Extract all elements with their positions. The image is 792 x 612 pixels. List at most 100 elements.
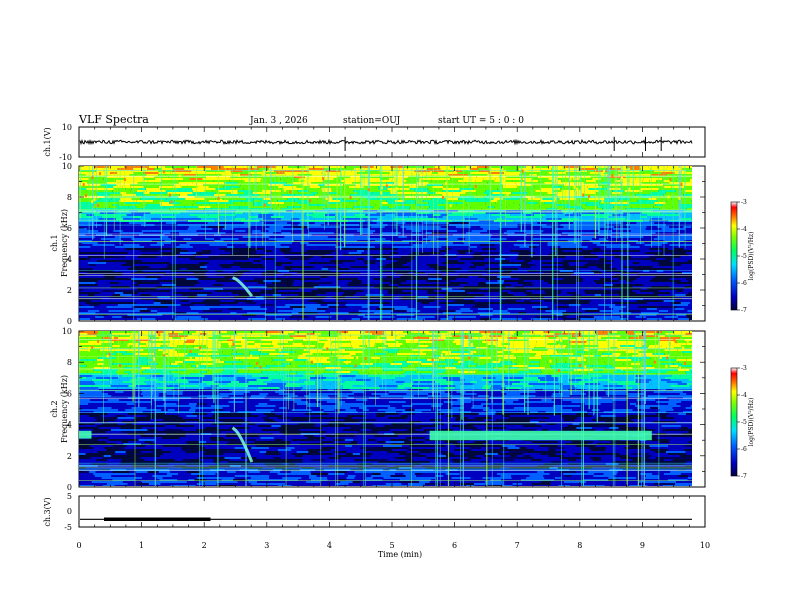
spectrogram-cell xyxy=(400,226,417,228)
spectrogram-cell xyxy=(306,333,315,335)
spectrogram-cell xyxy=(94,200,110,202)
spectrogram-cell xyxy=(588,230,599,232)
spectrogram-cell xyxy=(529,369,541,371)
spectrogram-cell xyxy=(653,391,666,393)
spectrogram-cell xyxy=(487,230,507,232)
spectrogram-cell xyxy=(628,393,644,395)
spectrogram-cell xyxy=(496,256,510,258)
spectrogram-cell xyxy=(249,270,266,272)
spectrogram-cell xyxy=(292,284,303,286)
spectrogram-cell xyxy=(148,393,160,395)
spectrogram-cell xyxy=(299,363,307,365)
spectrogram-cell xyxy=(505,258,518,260)
spectrogram-cell xyxy=(237,192,244,194)
spectrogram-cell xyxy=(166,367,180,369)
spectrogram-cell xyxy=(362,260,369,262)
spectrogram-cell xyxy=(260,260,272,262)
spectrogram-cell xyxy=(79,318,90,320)
spectrogram-cell xyxy=(96,377,108,379)
spectrogram-cell xyxy=(146,278,158,280)
spectrogram-cell xyxy=(270,204,279,206)
spectrogram-cell xyxy=(511,284,524,286)
spectrogram-cell xyxy=(433,308,441,310)
spectrogram-cell xyxy=(320,373,335,375)
spectrogram-cell xyxy=(540,304,560,306)
spectrogram-cell xyxy=(133,355,153,357)
spectrogram-cell xyxy=(350,371,359,373)
spectrogram-cell xyxy=(173,212,180,214)
spectrogram-cell xyxy=(145,268,161,270)
spectrogram-cell xyxy=(174,302,191,304)
spectrogram-cell xyxy=(276,296,286,298)
spectrogram-cell xyxy=(533,393,540,395)
spectrogram-cell xyxy=(245,302,257,304)
spectrogram-cell xyxy=(263,280,281,282)
spectrogram-cell xyxy=(94,166,110,168)
spectrogram-cell xyxy=(102,337,119,339)
spectrogram-cell xyxy=(157,226,177,228)
spectrogram-cell xyxy=(210,395,229,397)
spectrogram-cell xyxy=(608,290,617,292)
spectrogram-cell xyxy=(172,391,183,393)
spectrogram-cell xyxy=(423,200,440,202)
spectrogram-cell xyxy=(407,365,422,367)
spectrogram-cell xyxy=(168,333,178,335)
spectrogram-cell xyxy=(258,214,274,216)
spectrogram-cell xyxy=(477,381,489,383)
spectrogram-cell xyxy=(122,381,137,383)
spectrogram-cell xyxy=(231,166,248,168)
spectrogram-cell xyxy=(449,258,460,260)
spectrogram-cell xyxy=(508,379,521,381)
spectrogram-cell xyxy=(143,349,158,351)
spectrogram-cell xyxy=(410,294,430,296)
spectrogram-cell xyxy=(595,216,608,218)
spectrogram-cell xyxy=(87,337,103,339)
spectrogram-cell xyxy=(305,308,317,310)
spectrogram-cell xyxy=(151,290,161,292)
spectrogram-cell xyxy=(664,395,676,397)
spectrogram-cell xyxy=(383,282,391,284)
spectrogram-cell xyxy=(671,186,685,188)
spectrogram-cell xyxy=(421,335,441,337)
spectrogram-cell xyxy=(475,266,492,268)
spectrogram-cell xyxy=(578,381,599,383)
spectrogram-cell xyxy=(270,333,289,335)
spectrogram-cell xyxy=(306,214,314,216)
spectrogram-cell xyxy=(359,302,369,304)
spectrogram-cell xyxy=(606,246,621,248)
spectrogram-cell xyxy=(128,343,140,345)
spectrogram-cell xyxy=(445,359,454,361)
spectrogram-cell xyxy=(450,178,464,180)
spectrogram-cell xyxy=(582,260,600,262)
spectrogram-cell xyxy=(291,397,307,399)
spectrogram-cell xyxy=(390,250,406,252)
spectrogram-cell xyxy=(650,192,666,194)
spectrogram-cell xyxy=(614,341,622,343)
spectrogram-cell xyxy=(576,238,592,240)
spectrogram-cell xyxy=(113,186,122,188)
spectrogram-cell xyxy=(86,377,97,379)
spectrogram-cell xyxy=(649,256,658,258)
spectrogram-cell xyxy=(493,367,504,369)
spectrogram-cell xyxy=(308,393,325,395)
spectrogram-cell xyxy=(643,172,662,174)
spectrogram-cell xyxy=(277,236,285,238)
spectrogram-cell xyxy=(363,351,383,353)
spectrogram-cell xyxy=(376,222,384,224)
spectrogram-cell xyxy=(215,316,231,318)
spectrogram-hotspot xyxy=(283,188,286,192)
spectrogram-cell xyxy=(274,222,288,224)
spectrogram-cell xyxy=(535,345,551,347)
spectrogram-cell xyxy=(360,232,374,234)
spectrogram-cell xyxy=(174,186,182,188)
spectrogram-cell xyxy=(482,228,500,230)
spectrogram-cell xyxy=(663,393,680,395)
spectrogram-cell xyxy=(642,365,653,367)
spectrogram-cell xyxy=(144,290,151,292)
spectrogram-cell xyxy=(421,365,438,367)
spectrogram-cell xyxy=(651,242,662,244)
spectrogram-cell xyxy=(196,296,209,298)
spectrogram-cell xyxy=(165,272,178,274)
spectrogram-cell xyxy=(280,180,295,182)
spectrogram-cell xyxy=(255,296,264,298)
